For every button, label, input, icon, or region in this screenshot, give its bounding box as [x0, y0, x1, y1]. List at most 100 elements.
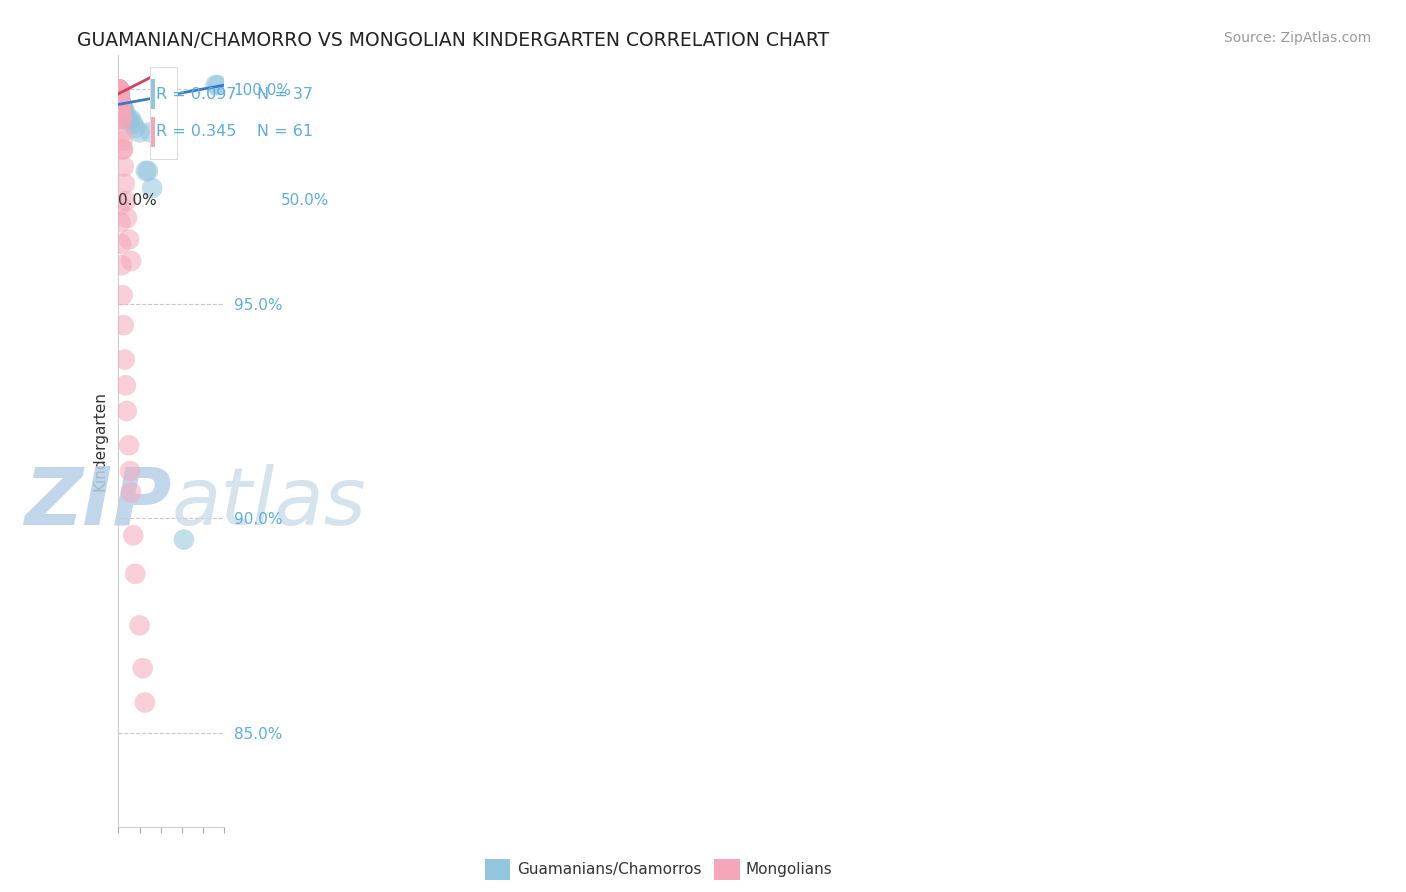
Point: [110, 236, 132, 251]
FancyBboxPatch shape: [152, 117, 155, 146]
Point: [108, 91, 131, 105]
Point: [141, 181, 163, 195]
Text: atlas: atlas: [172, 464, 366, 541]
Point: [110, 258, 132, 272]
Y-axis label: Kindergarten: Kindergarten: [93, 391, 107, 491]
Point: [111, 134, 134, 148]
Point: [120, 112, 142, 127]
Point: [108, 82, 131, 96]
Point: [108, 87, 131, 101]
Point: [118, 438, 141, 452]
Text: GUAMANIAN/CHAMORRO VS MONGOLIAN KINDERGARTEN CORRELATION CHART: GUAMANIAN/CHAMORRO VS MONGOLIAN KINDERGA…: [77, 31, 830, 50]
Point: [128, 125, 150, 139]
Point: [108, 82, 131, 96]
Point: [110, 99, 132, 113]
Point: [111, 288, 134, 302]
Point: [114, 194, 136, 208]
Point: [110, 103, 132, 118]
Point: [108, 91, 131, 105]
Point: [111, 99, 134, 113]
Point: [108, 82, 131, 96]
Text: R = 0.097    N = 37: R = 0.097 N = 37: [156, 87, 312, 102]
Point: [108, 91, 131, 105]
Point: [110, 99, 132, 113]
Text: Source: ZipAtlas.com: Source: ZipAtlas.com: [1223, 31, 1371, 45]
Point: [204, 78, 226, 92]
Point: [124, 121, 146, 136]
Point: [107, 82, 129, 96]
Point: [120, 485, 142, 500]
Point: [108, 91, 131, 105]
Point: [110, 215, 132, 229]
Point: [136, 164, 159, 178]
Point: [108, 82, 131, 96]
Point: [108, 91, 131, 105]
Point: [108, 82, 131, 96]
Text: R = 0.345    N = 61: R = 0.345 N = 61: [156, 124, 312, 139]
Point: [114, 352, 136, 367]
Point: [107, 82, 129, 96]
Point: [110, 99, 132, 113]
Point: [108, 87, 131, 101]
Point: [108, 95, 131, 110]
FancyBboxPatch shape: [152, 79, 155, 109]
Point: [114, 108, 136, 122]
Point: [112, 160, 135, 174]
Point: [115, 112, 138, 127]
Point: [107, 82, 129, 96]
Point: [108, 87, 131, 101]
Point: [135, 164, 157, 178]
Text: Mongolians: Mongolians: [745, 863, 832, 877]
Point: [134, 696, 156, 710]
Point: [124, 566, 146, 581]
Point: [111, 143, 134, 157]
Point: [114, 103, 136, 118]
Point: [108, 95, 131, 110]
Point: [108, 87, 131, 101]
Point: [108, 87, 131, 101]
Point: [108, 91, 131, 105]
Text: Guamanians/Chamorros: Guamanians/Chamorros: [517, 863, 702, 877]
Point: [108, 87, 131, 101]
Point: [107, 82, 129, 96]
Point: [110, 95, 132, 110]
Point: [108, 87, 131, 101]
Point: [107, 82, 129, 96]
Point: [111, 125, 134, 139]
Point: [207, 78, 229, 92]
Point: [110, 108, 132, 122]
Text: 50.0%: 50.0%: [281, 193, 329, 208]
Point: [110, 99, 132, 113]
Point: [118, 464, 141, 478]
Point: [108, 87, 131, 101]
Point: [108, 82, 131, 96]
Point: [112, 143, 135, 157]
Point: [118, 112, 141, 127]
Point: [122, 528, 145, 542]
Point: [149, 134, 172, 148]
Point: [108, 198, 131, 212]
Point: [108, 95, 131, 110]
Point: [108, 87, 131, 101]
Point: [111, 99, 134, 113]
Point: [108, 87, 131, 101]
Point: [122, 117, 145, 131]
Point: [112, 103, 135, 118]
Point: [114, 177, 136, 191]
Point: [128, 618, 150, 632]
Point: [115, 211, 138, 225]
Point: [118, 232, 141, 246]
Point: [111, 112, 134, 127]
Point: [110, 95, 132, 110]
Point: [114, 378, 136, 392]
Point: [107, 82, 129, 96]
Point: [108, 82, 131, 96]
Text: ZIP: ZIP: [24, 464, 172, 541]
Point: [108, 87, 131, 101]
Point: [110, 95, 132, 110]
Point: [108, 87, 131, 101]
Text: 0.0%: 0.0%: [118, 193, 157, 208]
Point: [108, 82, 131, 96]
Point: [173, 533, 195, 547]
Point: [108, 91, 131, 105]
